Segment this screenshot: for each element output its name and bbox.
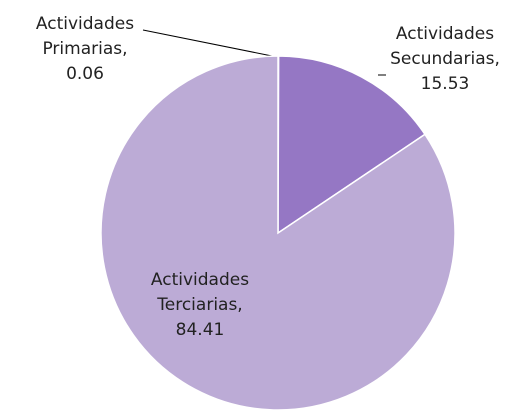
category-label: Actividades Primarias, xyxy=(35,14,135,59)
data-label: Actividades Secundarias, 15.53 xyxy=(380,22,510,97)
pie-slice xyxy=(100,55,456,411)
value-label: 0.06 xyxy=(66,64,104,84)
leader-line xyxy=(142,29,278,58)
value-label: 15.53 xyxy=(420,74,470,94)
category-label: Actividades Terciarias, xyxy=(150,270,250,315)
data-label: Actividades Primarias, 0.06 xyxy=(20,12,150,87)
category-label: Actividades Secundarias, xyxy=(390,24,500,69)
value-label: 84.41 xyxy=(175,320,225,340)
pie-slice xyxy=(277,55,426,235)
data-label: Actividades Terciarias, 84.41 xyxy=(135,268,265,343)
